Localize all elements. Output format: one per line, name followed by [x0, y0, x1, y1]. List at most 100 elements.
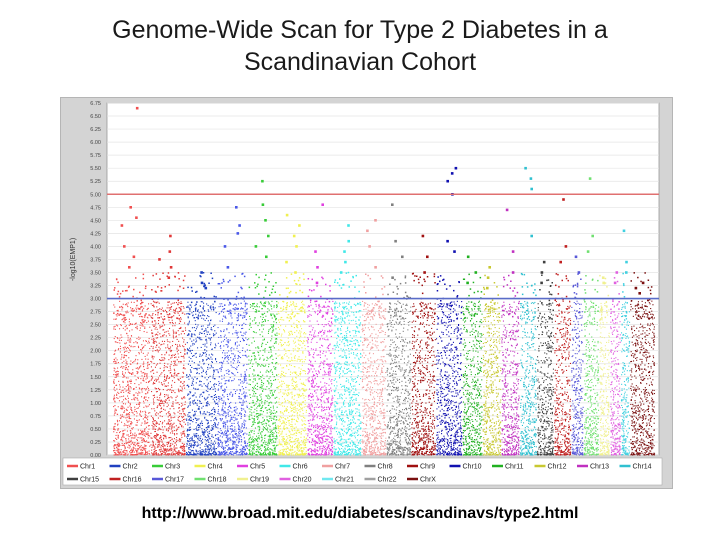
data-point — [263, 423, 265, 425]
data-point — [260, 365, 262, 367]
data-point — [217, 372, 219, 374]
data-point — [276, 374, 278, 376]
data-point — [135, 327, 137, 329]
data-point — [142, 340, 144, 342]
data-point — [243, 401, 245, 403]
data-point — [159, 327, 161, 329]
data-point — [212, 408, 214, 410]
data-point — [254, 379, 256, 381]
data-point — [192, 380, 194, 382]
data-point — [170, 369, 172, 371]
data-point — [200, 422, 202, 424]
data-point — [210, 356, 212, 358]
data-point — [300, 335, 302, 337]
data-point — [121, 414, 123, 416]
data-point — [234, 307, 236, 309]
data-point — [258, 364, 260, 366]
data-point — [253, 411, 255, 413]
data-point — [177, 451, 179, 453]
data-point — [233, 446, 235, 448]
data-point — [259, 426, 261, 428]
data-point — [217, 412, 219, 414]
data-point — [130, 449, 132, 451]
data-point — [238, 430, 240, 432]
data-point — [206, 402, 208, 404]
data-point — [170, 361, 172, 363]
data-point — [305, 405, 307, 407]
data-point — [163, 435, 165, 437]
data-point — [221, 452, 223, 454]
data-point — [122, 432, 124, 434]
data-point — [224, 431, 226, 433]
data-point — [228, 371, 230, 373]
data-point — [156, 453, 158, 455]
data-point — [280, 374, 282, 376]
data-point — [175, 439, 177, 441]
data-point — [158, 454, 160, 456]
data-point — [184, 407, 186, 409]
data-point — [211, 348, 213, 350]
data-point — [293, 322, 295, 324]
data-point — [188, 398, 190, 400]
data-point — [124, 329, 126, 331]
data-point — [223, 400, 225, 402]
data-point — [174, 325, 176, 327]
data-point — [167, 429, 169, 431]
data-point — [238, 356, 240, 358]
data-point — [126, 416, 128, 418]
data-point — [205, 339, 207, 341]
data-point — [113, 394, 115, 396]
data-point — [159, 444, 161, 446]
data-point — [237, 360, 239, 362]
data-point — [179, 389, 181, 391]
data-point — [188, 444, 190, 446]
data-point — [150, 303, 152, 305]
data-point — [126, 442, 128, 444]
data-point — [116, 337, 118, 339]
data-point — [221, 365, 223, 367]
data-point — [188, 451, 190, 453]
data-point — [187, 429, 189, 431]
data-point — [207, 384, 209, 386]
data-point — [261, 435, 263, 437]
data-point — [133, 437, 135, 439]
data-point — [164, 378, 166, 380]
data-point — [264, 351, 266, 353]
data-point — [188, 451, 190, 453]
data-point — [203, 433, 205, 435]
data-point — [114, 400, 116, 402]
data-point — [272, 445, 274, 447]
data-point — [117, 281, 119, 284]
data-point — [276, 416, 278, 418]
data-point — [271, 454, 273, 456]
data-point — [223, 423, 225, 425]
data-point — [182, 432, 184, 434]
data-point — [278, 319, 280, 321]
data-point — [168, 250, 172, 253]
data-point — [260, 444, 262, 446]
data-point — [211, 434, 213, 436]
y-tick-label: 6.25 — [90, 127, 101, 133]
data-point — [198, 425, 200, 427]
data-point — [269, 436, 271, 438]
data-point — [182, 279, 185, 282]
data-point — [135, 448, 137, 450]
data-point — [141, 323, 143, 325]
data-point — [297, 415, 299, 417]
data-point — [242, 365, 244, 367]
data-point — [147, 365, 149, 367]
data-point — [256, 306, 258, 308]
data-point — [236, 454, 238, 456]
data-point — [115, 371, 117, 373]
data-point — [251, 441, 253, 443]
data-point — [155, 452, 157, 454]
data-point — [164, 286, 166, 288]
data-point — [237, 371, 239, 373]
data-point — [240, 414, 242, 416]
data-point — [228, 354, 230, 356]
data-point — [300, 444, 302, 446]
data-point — [119, 396, 121, 398]
data-point — [158, 423, 160, 425]
data-point — [301, 447, 303, 449]
data-point — [269, 429, 271, 431]
